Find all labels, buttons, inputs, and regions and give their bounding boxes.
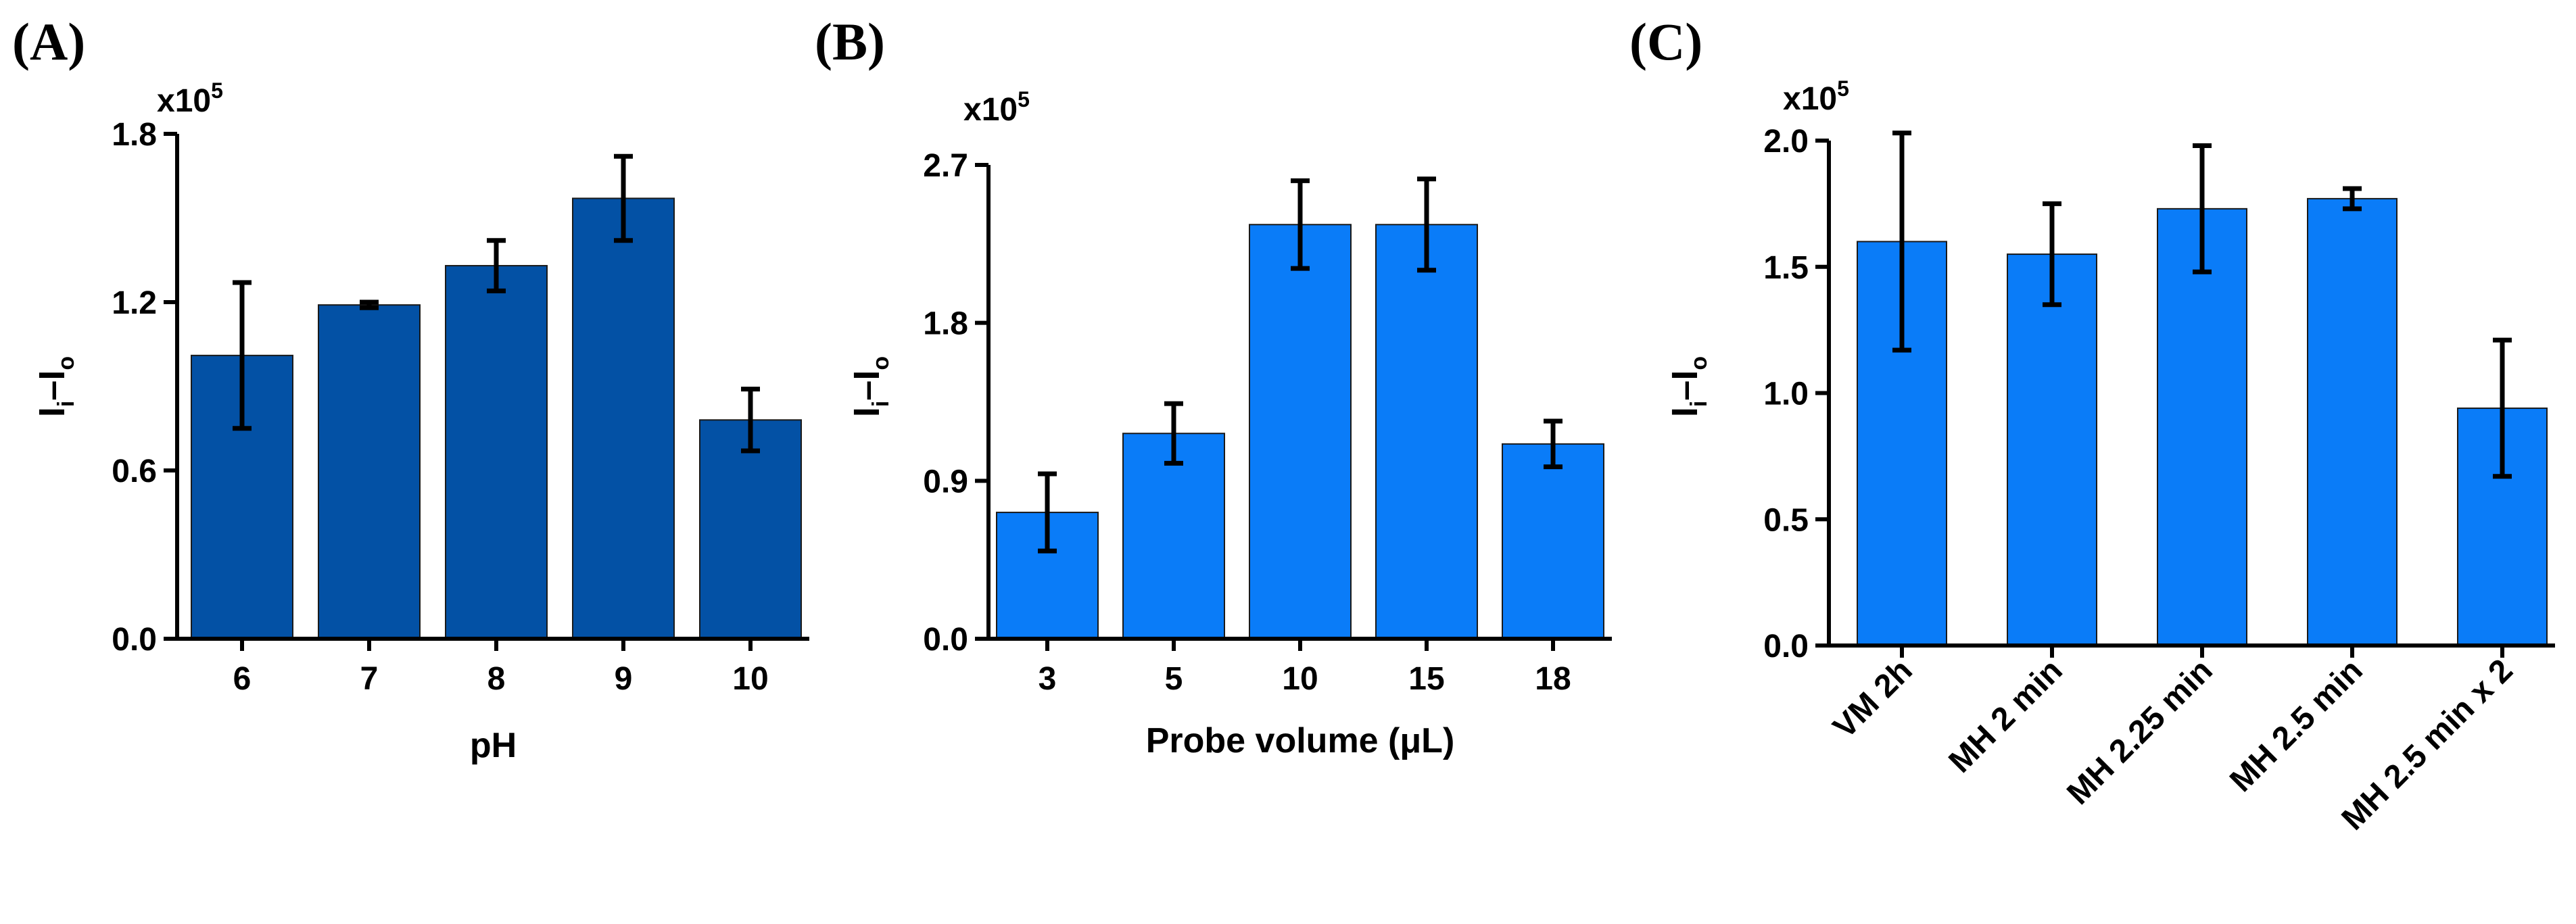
x-tick-label: MH 2.5 min	[2223, 652, 2370, 799]
x-tick-label: 18	[1535, 661, 1571, 697]
error-bar-1	[1892, 130, 1911, 353]
y-tick-label: 1.5	[1763, 250, 1809, 286]
bar-9	[572, 197, 675, 639]
y-tick-label: 1.2	[112, 285, 157, 321]
y-tick-label: 0.9	[923, 464, 968, 500]
bar-18	[1502, 443, 1604, 639]
bar-mh-2.5-min	[2307, 197, 2398, 646]
y-tick-label: 1.8	[923, 306, 968, 342]
chart-panel-3: (C) x105 Ii–Io 0.0 0.5 1.0 1.5 2.0 VM 2h MH 2 min…	[1629, 12, 2555, 837]
chart-panel-2: (B) x105 Ii–Io 0.0 0.9 1.8 2.7 3 5 10 15 18 Probe vo…	[815, 12, 1612, 760]
y-axis-label: Ii–Io	[1665, 356, 1712, 417]
error-bar-5	[2493, 337, 2512, 479]
x-tick-label: 8	[487, 661, 506, 697]
error-bar-3	[1291, 178, 1310, 271]
bar-5	[1122, 433, 1225, 639]
bar-10	[699, 419, 802, 639]
y-tick-label: 0.0	[923, 622, 968, 658]
error-bar-2	[1164, 401, 1183, 466]
error-bar-1	[1038, 471, 1057, 554]
error-bar-2	[2043, 201, 2061, 308]
y-tick-label: 1.0	[1763, 376, 1809, 412]
error-bar-3	[2193, 143, 2212, 274]
x-tick-label: 10	[732, 661, 768, 697]
y-tick-label: 0.5	[1763, 502, 1809, 538]
x-tick-label: 10	[1282, 661, 1318, 697]
y-axis-label: Ii–Io	[32, 356, 79, 417]
y-tick-label: 0.6	[112, 454, 157, 489]
error-bar-4	[2343, 186, 2362, 212]
x-tick-label: 6	[233, 661, 252, 697]
error-bar-4	[614, 153, 633, 243]
x-tick-label: MH 2 min	[1942, 652, 2069, 779]
error-bar-4	[1417, 176, 1436, 273]
bar-15	[1375, 224, 1478, 640]
bar-8	[445, 265, 548, 639]
x-tick-label: 9	[615, 661, 633, 697]
y-multiplier: x105	[157, 78, 223, 119]
bar-mh-2.25-min	[2157, 208, 2247, 647]
x-tick-label: MH 2.25 min	[2060, 652, 2220, 812]
y-axis-label: Ii–Io	[846, 356, 894, 417]
error-bar-5	[1544, 418, 1563, 470]
bar-10	[1249, 224, 1352, 640]
x-axis-label: Probe volume (μL)	[1146, 721, 1455, 760]
chart-panel-1: (A) x105 Ii–Io 0.0 0.6 1.2 1.8 6 7 8 9 10 pH	[12, 12, 809, 765]
bar-7	[318, 304, 421, 639]
y-tick-label: 0.0	[1763, 629, 1809, 664]
error-bar-2	[360, 299, 379, 310]
error-bar-3	[487, 238, 506, 293]
x-tick-label: 7	[360, 661, 379, 697]
error-bar-1	[233, 280, 252, 431]
y-tick-label: 2.0	[1763, 124, 1809, 160]
y-multiplier: x105	[963, 87, 1030, 128]
panel-label: (B)	[815, 12, 885, 71]
error-bar-5	[741, 387, 760, 454]
x-tick-label: VM 2h	[1826, 652, 1919, 745]
panel-label: (C)	[1629, 12, 1702, 71]
x-tick-label: 3	[1039, 661, 1057, 697]
panel-label: (A)	[12, 12, 85, 71]
y-tick-label: 2.7	[923, 148, 968, 184]
x-tick-label: 5	[1165, 661, 1183, 697]
y-tick-label: 0.0	[112, 622, 157, 658]
y-multiplier: x105	[1783, 76, 1849, 117]
x-tick-label: 15	[1408, 661, 1444, 697]
bar-mh-2-min	[2007, 253, 2097, 646]
x-axis-label: pH	[470, 726, 517, 765]
y-tick-label: 1.8	[112, 117, 157, 153]
